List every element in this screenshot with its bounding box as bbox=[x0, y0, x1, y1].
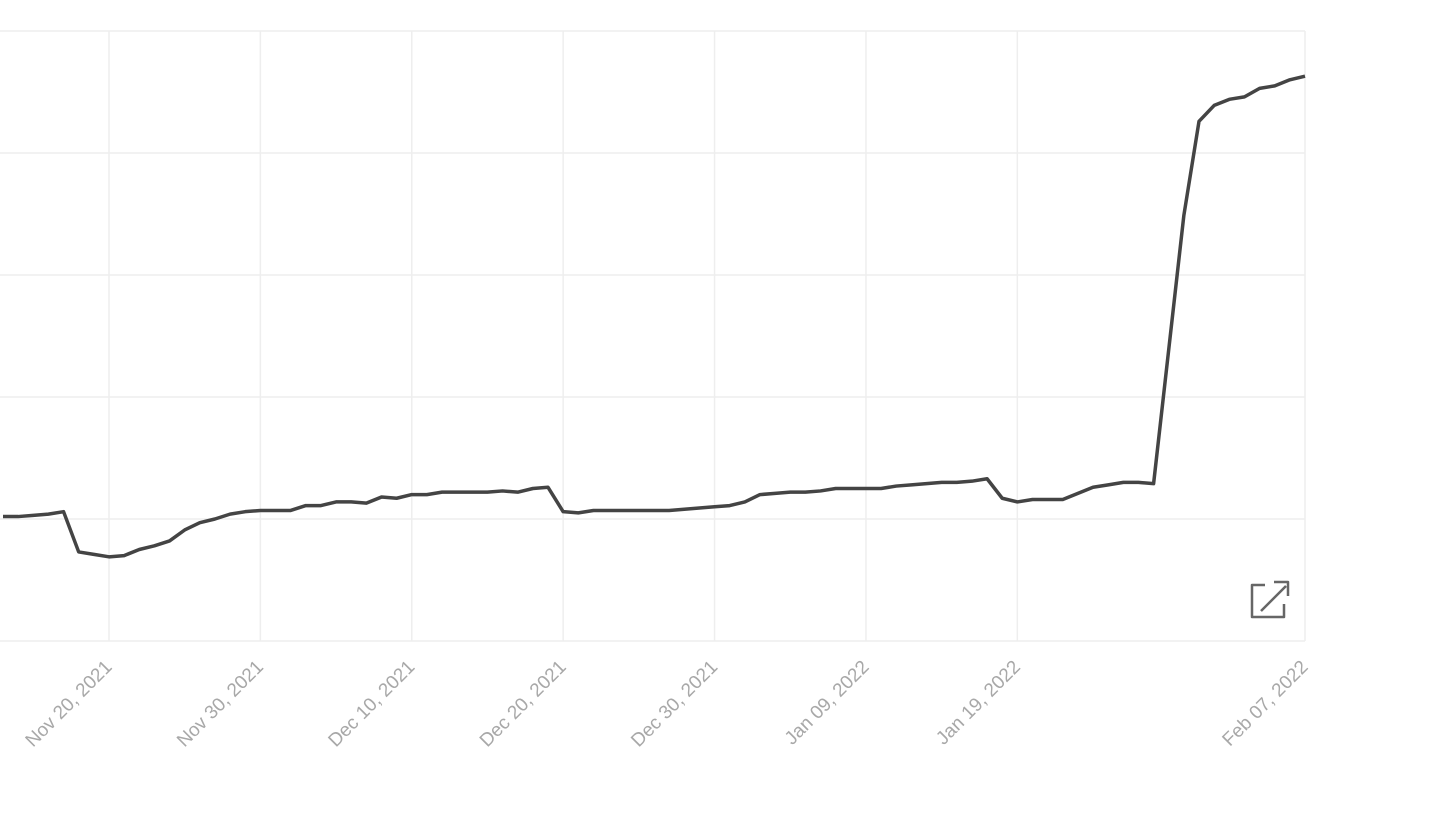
x-tick-label: Nov 30, 2021 bbox=[173, 657, 268, 752]
x-tick-label: Dec 20, 2021 bbox=[476, 657, 571, 752]
x-tick-label: Nov 20, 2021 bbox=[22, 657, 117, 752]
open-external-icon[interactable] bbox=[1250, 580, 1290, 619]
x-tick-label: Jan 09, 2022 bbox=[781, 657, 874, 750]
x-tick-label: Dec 30, 2021 bbox=[627, 657, 722, 752]
x-tick-label: Feb 07, 2022 bbox=[1219, 657, 1313, 751]
x-tick-label: Dec 10, 2021 bbox=[325, 657, 420, 752]
x-tick-label: Jan 19, 2022 bbox=[932, 657, 1025, 750]
line bbox=[3, 74, 1306, 559]
